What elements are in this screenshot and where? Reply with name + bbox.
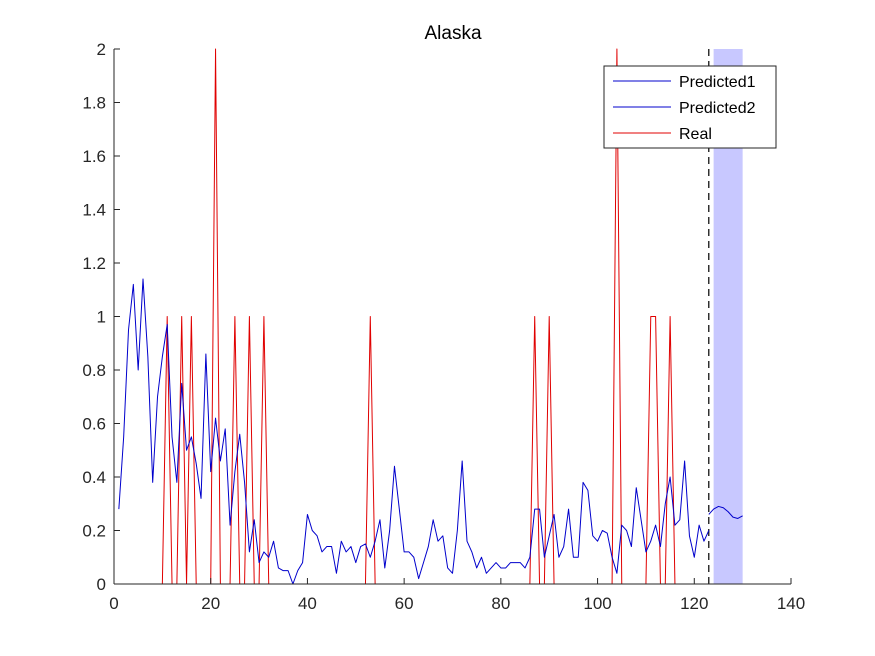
y-tick-label: 1.4 [82,201,106,220]
x-tick-label: 60 [395,594,414,613]
x-tick-label: 100 [583,594,611,613]
y-tick-label: 0 [97,575,106,594]
y-tick-label: 0.6 [82,415,106,434]
y-tick-label: 0.2 [82,522,106,541]
legend-entry-predicted2: Predicted2 [679,100,756,117]
y-tick-label: 0.8 [82,361,106,380]
y-tick-label: 1.2 [82,254,106,273]
series-line-real [118,48,709,585]
y-tick-label: 2 [97,40,106,59]
x-tick-label: 80 [491,594,510,613]
y-tick-label: 1 [97,308,106,327]
series-line-predicted1 [118,278,710,585]
x-tick-label: 140 [777,594,805,613]
legend: Predicted1 Predicted2 Real [603,65,777,149]
series-line-predicted2 [708,505,743,519]
y-tick-label: 1.6 [82,147,106,166]
legend-entry-predicted1: Predicted1 [679,74,756,91]
chart-title: Alaska [424,23,481,44]
y-tick-label: 0.4 [82,468,106,487]
legend-entry-real: Real [679,126,712,143]
x-tick-label: 20 [201,594,220,613]
x-tick-label: 0 [109,594,118,613]
x-tick-label: 40 [298,594,317,613]
axes: 0 20 40 60 80 100 120 140 0 0.2 0.4 0.6 0.8 1 1.2 1.4 1.… [82,40,805,613]
x-tick-label: 120 [680,594,708,613]
y-tick-label: 1.8 [82,94,106,113]
